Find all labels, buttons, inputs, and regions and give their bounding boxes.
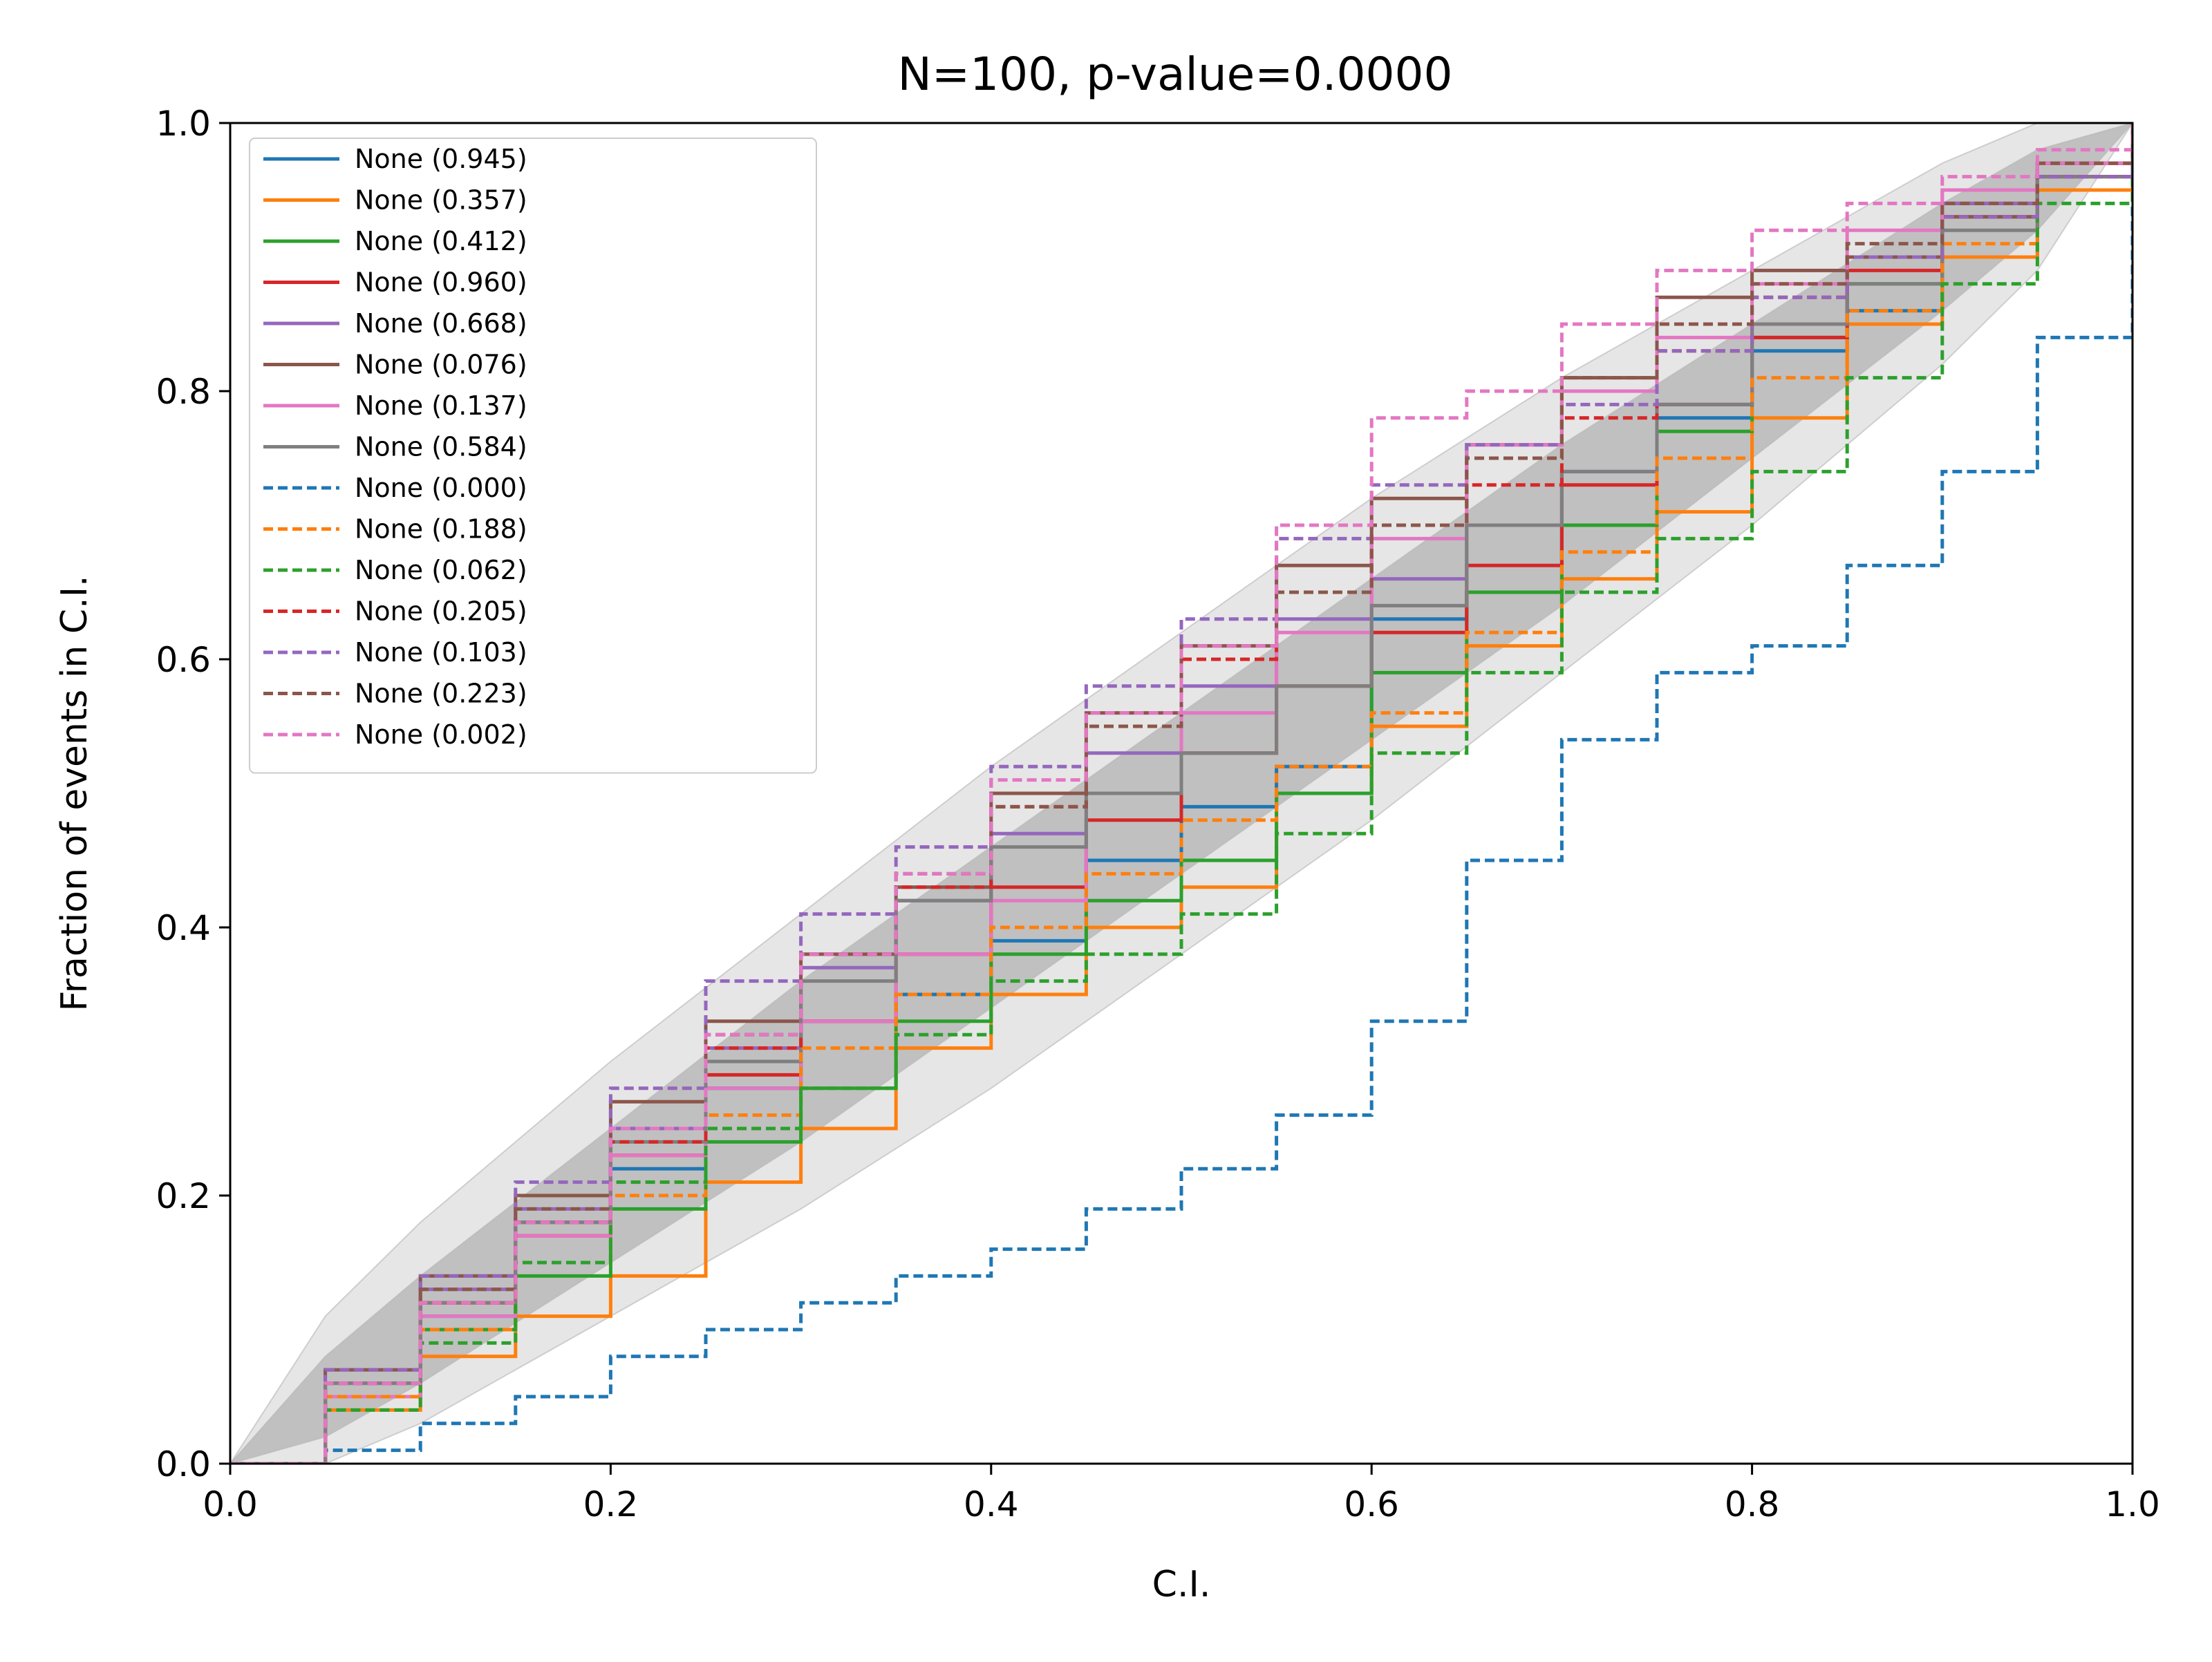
series-line-9 <box>230 123 2133 1464</box>
x-tick-label: 0.6 <box>1344 1484 1399 1524</box>
legend-entry-label: None (0.960) <box>355 267 527 298</box>
axis-ticks: 0.0 0.2 0.4 0.6 0.8 1.0 0.0 0.2 0.4 0.6 0.8 1.0 <box>156 104 2159 1524</box>
series-line-14 <box>230 123 2133 1464</box>
y-axis-label: Fraction of events in C.I. <box>54 575 95 1011</box>
legend-entry-label: None (0.584) <box>355 432 527 462</box>
legend-entry-label: None (0.103) <box>355 637 527 668</box>
legend-box <box>249 138 817 774</box>
y-tick-label: 0.2 <box>156 1176 211 1216</box>
y-tick-label: 0.0 <box>156 1444 211 1484</box>
series-line-13 <box>230 123 2133 1464</box>
legend-entry-label: None (0.945) <box>355 144 527 174</box>
legend-entry-label: None (0.668) <box>355 308 527 339</box>
legend-entry-label: None (0.223) <box>355 679 527 709</box>
legend-entry-label: None (0.137) <box>355 390 527 421</box>
series-line-11 <box>230 123 2133 1464</box>
legend-entry-label: None (0.000) <box>355 473 527 503</box>
legend-entry-label: None (0.076) <box>355 350 527 380</box>
series-lines <box>230 123 2133 1464</box>
chart-title: N=100, p-value=0.0000 <box>897 48 1452 101</box>
x-tick-label: 0.4 <box>964 1484 1019 1524</box>
y-tick-label: 0.4 <box>156 908 211 948</box>
series-line-15 <box>230 123 2133 1464</box>
legend-entry-label: None (0.412) <box>355 226 527 256</box>
y-tick-label: 0.6 <box>156 640 211 680</box>
legend-entry-label: None (0.062) <box>355 555 527 585</box>
legend-entry-label: None (0.357) <box>355 185 527 216</box>
legend-entry-label: None (0.205) <box>355 596 527 627</box>
plot-area-frame <box>229 122 2134 1465</box>
y-tick-label: 1.0 <box>156 104 211 144</box>
x-tick-label: 0.8 <box>1725 1484 1780 1524</box>
legend-entry-label: None (0.002) <box>355 719 527 750</box>
legend: None (0.945) None (0.357) None (0.412) None… <box>249 138 817 774</box>
x-tick-label: 0.2 <box>583 1484 639 1524</box>
x-axis-label: C.I. <box>1152 1564 1211 1605</box>
x-tick-label: 0.0 <box>203 1484 258 1524</box>
x-tick-label: 1.0 <box>2105 1484 2160 1524</box>
legend-entry-label: None (0.188) <box>355 514 527 545</box>
y-tick-label: 0.8 <box>156 372 211 412</box>
